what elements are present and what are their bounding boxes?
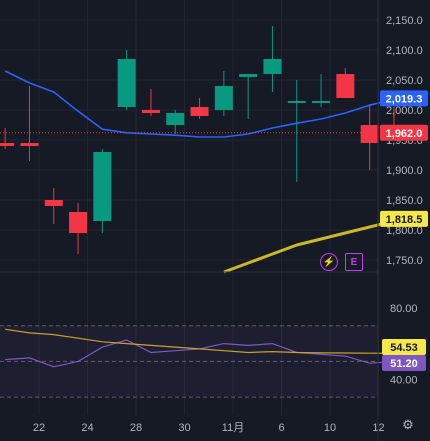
y-tick-label: 1,900.0 [386, 165, 423, 177]
candle-body [141, 110, 160, 113]
y-tick-label: 2,050.0 [386, 75, 423, 87]
y-tick-label: 1,800.0 [386, 225, 423, 237]
candle-body [360, 125, 379, 143]
price-tag-label: 2,019.3 [386, 93, 423, 105]
ma-line [4, 70, 419, 138]
y-tick-label: 1,750.0 [386, 255, 423, 267]
candle-body [263, 59, 282, 74]
rsi-line [5, 339, 419, 368]
x-tick-label: 24 [81, 422, 93, 434]
candle-body [336, 74, 355, 98]
candle-body [117, 59, 136, 107]
y-tick-label: 1,850.0 [386, 195, 423, 207]
candle-body [214, 86, 233, 110]
x-tick-label: 10 [324, 422, 336, 434]
candle-body [287, 101, 306, 103]
event-badge-icon[interactable]: E [345, 253, 363, 271]
rsi-tag [382, 355, 426, 371]
candles [0, 26, 403, 254]
x-tick-label: 30 [178, 422, 190, 434]
price-tag [380, 124, 428, 141]
rsi-tag-label: 54.53 [390, 342, 418, 354]
x-axis: 2224283011月61012 [33, 422, 385, 434]
candle-body [0, 143, 15, 146]
candle-body [312, 101, 331, 103]
candle-body [20, 143, 39, 146]
y-tick-label: 2,000.0 [386, 105, 423, 117]
y-tick-label: 2,150.0 [386, 15, 423, 27]
price-tag-label: 1,962.0 [386, 128, 423, 140]
y-axis: 2,150.02,100.02,050.02,000.01,950.01,900… [386, 15, 423, 386]
rsi-band [0, 325, 378, 398]
x-tick-label: 22 [33, 422, 45, 434]
price-tag [380, 90, 428, 107]
x-tick-label: 11月 [222, 422, 244, 434]
price-tags: 2,019.3 1,962.0 1,818.5 54.53 51.20 [380, 90, 428, 371]
rsi-y-tick-label: 80.00 [390, 303, 418, 315]
rsi-line [5, 328, 419, 354]
rsi-y-tick-label: 40.00 [390, 374, 418, 386]
y-tick-label: 2,100.0 [386, 45, 423, 57]
lightning-icon[interactable]: ⚡ [320, 253, 338, 271]
x-tick-label: 28 [130, 422, 142, 434]
candle-body [239, 74, 258, 77]
rsi-tag [382, 339, 426, 355]
x-tick-label: 6 [278, 422, 284, 434]
rsi-tag-label: 51.20 [390, 358, 418, 370]
gear-icon[interactable]: ⚙ [402, 417, 414, 432]
candle-body [190, 107, 209, 116]
candle-body [69, 212, 88, 233]
candle-body [44, 200, 63, 206]
price-tag [380, 210, 428, 227]
price-tag-label: 1,818.5 [386, 214, 423, 226]
candle-body [166, 113, 185, 125]
candle-body [93, 152, 112, 221]
